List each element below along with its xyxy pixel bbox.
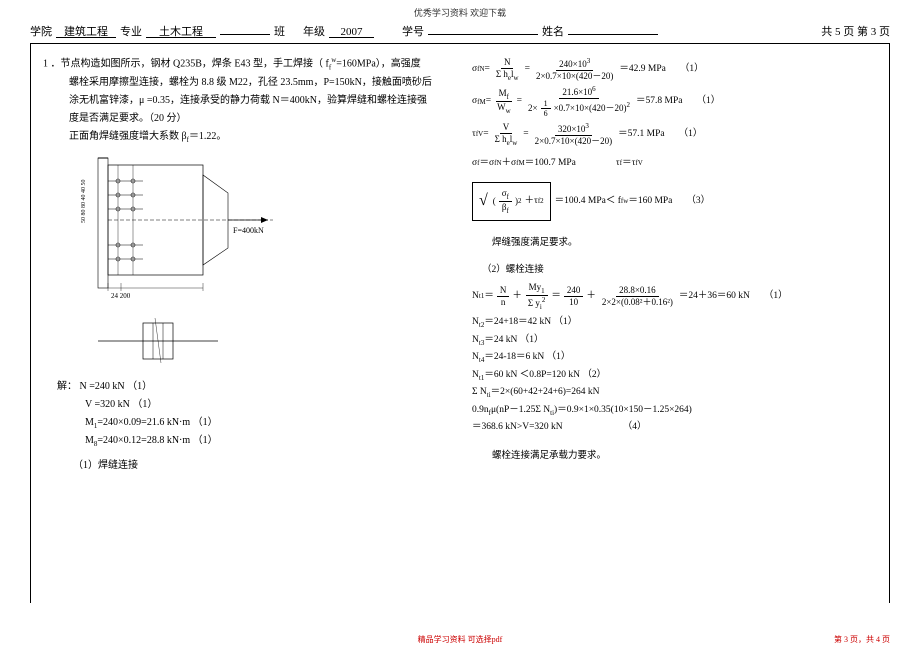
- problem-line3: 涂无机富锌漆，μ =0.35，连接承受的静力荷载 N＝400kN，验算焊缝和螺栓…: [43, 92, 448, 110]
- eq-tau: τfV = VΣ helw = 320×1032×0.7×10×(420－20)…: [472, 122, 877, 147]
- problem-line2: 螺栓采用摩擦型连接，螺栓为 8.8 级 M22，孔径 23.5mm，P=150k…: [43, 74, 448, 92]
- solution-M1: M1=240×0.09=21.6 kN·m （1）: [43, 414, 448, 433]
- right-column: σfN = NΣ helw = 240×1032×0.7×10×(420－20)…: [460, 44, 889, 603]
- weld-ok: 焊缝强度满足要求。: [492, 235, 877, 252]
- eq-sigma-sum: σf ＝σfN ＋σfM ＝100.7 MPa τf ＝τfV: [472, 155, 877, 172]
- vdim: 50 80 80 40 40 50: [81, 179, 87, 223]
- problem-line4: 度是否满足要求。（20 分）: [43, 110, 448, 128]
- label-major: 专业: [120, 23, 142, 39]
- val-grade: 2007: [329, 26, 374, 38]
- val-college: 建筑工程: [56, 26, 116, 38]
- val-class: [220, 23, 270, 35]
- label-class: 班: [274, 23, 285, 39]
- eq-sigma-m: σfM = MfWw = 21.6×106 2×16×0.7×10×(420－2…: [472, 85, 877, 119]
- footer-right: 第 3 页，共 4 页: [834, 634, 890, 645]
- val-id: [428, 23, 538, 35]
- eq-N3: Nt3＝24 kN （1）: [472, 332, 877, 349]
- problem-line1: 1 ．节点构造如图所示，钢材 Q235B，焊条 E43 型，手工焊接（ ffw=…: [43, 54, 448, 74]
- section-weld: （1）焊缝连接: [73, 457, 448, 475]
- left-column: 1 ．节点构造如图所示，钢材 Q235B，焊条 E43 型，手工焊接（ ffw=…: [31, 44, 460, 603]
- val-name: [568, 23, 658, 35]
- eq-N4: Nt4＝24-18＝6 kN （1）: [472, 349, 877, 366]
- solution-M8: M8=240×0.12=28.8 kN·m （1）: [43, 432, 448, 451]
- eq-N2: Nt2＝24+18＝42 kN （1）: [472, 314, 877, 331]
- label-id: 学号: [402, 23, 424, 39]
- eq-sumN: Σ Nti＝2×(60+42+24+6)=264 kN: [472, 384, 877, 401]
- content-frame: 1 ．节点构造如图所示，钢材 Q235B，焊条 E43 型，手工焊接（ ffw=…: [30, 43, 890, 603]
- eq-N5: Nt1＝60 kN ＜0.8P=120 kN （2）: [472, 367, 877, 384]
- section-bolt: （2）螺栓连接: [482, 262, 877, 279]
- section-diagram: [93, 318, 223, 363]
- force-label: F=400kN: [233, 226, 264, 235]
- label-college: 学院: [30, 23, 52, 39]
- connection-diagram: F=400kN 50 80 80 40 40 50 24 200: [73, 153, 283, 303]
- eq-combined: √ (σfβf)2 ＋τf2 ＝100.4 MPa＜ ffw ＝160 MPa（…: [472, 182, 877, 221]
- label-grade: 年级: [303, 23, 325, 39]
- solution-N: 解： N =240 kN （1）: [43, 378, 448, 396]
- problem-line5: 正面角焊缝强度增大系数 βf＝1.22。: [43, 128, 448, 147]
- eq-final1: 0.9nfμ(nP－1.25Σ Nti)＝0.9×1×0.35(10×150－1…: [472, 402, 877, 419]
- page-indicator: 共 5 页 第 3 页: [821, 23, 890, 39]
- label-name: 姓名: [542, 23, 564, 39]
- hdim: 24 200: [111, 292, 131, 300]
- eq-N1: Nt1＝ Nn ＋ My1Σ yi2 ＝ 24010 ＋ 28.8×0.162×…: [472, 282, 877, 311]
- footer-center: 精品学习资料 可选择pdf: [418, 634, 503, 645]
- form-header: 学院 建筑工程 专业 土木工程 班 年级 2007 学号 姓名 共 5 页 第 …: [0, 19, 920, 41]
- eq-sigma-n: σfN = NΣ helw = 240×1032×0.7×10×(420－20)…: [472, 57, 877, 82]
- eq-final2: ＝368.6 kN>V=320 kN（4）: [472, 419, 877, 436]
- val-major: 土木工程: [146, 26, 216, 38]
- bolt-ok: 螺栓连接满足承载力要求。: [492, 448, 877, 465]
- top-header: 优秀学习资料 欢迎下载: [0, 0, 920, 19]
- solution-V: V =320 kN （1）: [43, 396, 448, 414]
